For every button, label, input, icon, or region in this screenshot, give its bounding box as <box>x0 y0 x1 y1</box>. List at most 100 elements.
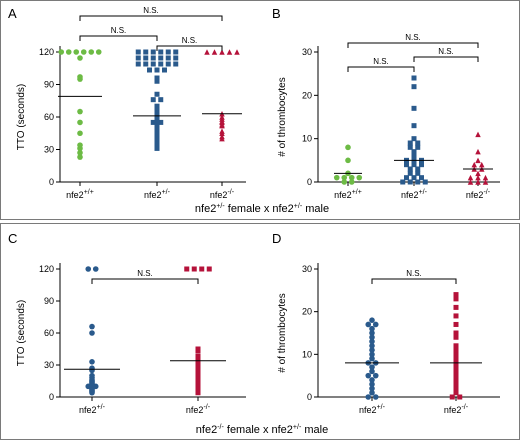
significance-label: N.S. <box>137 269 153 278</box>
y-axis-label: TTO (seconds) <box>16 300 27 367</box>
data-point <box>419 175 424 181</box>
data-point <box>411 123 417 129</box>
category-gene: nfe2 <box>66 190 84 200</box>
data-point <box>411 105 417 111</box>
y-axis-label: # of thrombocytes <box>277 77 288 156</box>
data-point <box>165 61 171 67</box>
data-point <box>482 179 489 185</box>
data-point <box>147 67 152 73</box>
data-point <box>411 84 417 90</box>
data-point <box>219 114 225 120</box>
y-tick-label: 90 <box>44 80 54 90</box>
data-point <box>85 266 92 272</box>
category-genotype: +/- <box>377 404 386 411</box>
caption-genotype: +/- <box>294 203 303 210</box>
data-point <box>89 323 95 330</box>
data-point <box>348 179 355 185</box>
panel-letter-c: C <box>8 231 17 246</box>
data-point <box>453 390 459 396</box>
data-point <box>369 368 375 375</box>
data-point <box>77 154 83 160</box>
data-point <box>372 372 379 379</box>
data-point <box>154 91 160 97</box>
y-tick-label: 30 <box>44 145 54 155</box>
data-point <box>154 67 160 73</box>
data-point <box>482 174 489 181</box>
data-point <box>369 330 375 336</box>
data-point <box>475 179 481 185</box>
data-point <box>365 394 372 400</box>
data-point <box>475 174 481 181</box>
data-point <box>204 49 210 55</box>
y-tick-label: 20 <box>302 307 312 317</box>
category-gene: nfe2 <box>401 190 419 200</box>
bottom-caption: nfe2-/- female x nfe2+/- male <box>196 424 328 436</box>
y-tick-label: 0 <box>307 177 312 187</box>
data-point <box>422 179 428 185</box>
data-point <box>345 157 351 164</box>
panel-letter-d: D <box>272 231 281 246</box>
data-point <box>150 55 156 61</box>
data-point <box>369 389 375 396</box>
data-point <box>404 162 409 168</box>
data-point <box>411 136 417 142</box>
data-point <box>345 144 351 151</box>
significance-bracket <box>91 278 199 284</box>
data-point <box>453 296 459 302</box>
data-point <box>89 359 95 365</box>
data-point <box>77 55 83 61</box>
data-point <box>173 61 179 67</box>
data-point <box>219 128 225 134</box>
data-point <box>407 179 413 185</box>
data-point <box>467 179 474 185</box>
significance-label: N.S. <box>143 6 159 15</box>
data-point <box>348 174 355 181</box>
category-gene: nfe2 <box>444 405 462 415</box>
data-point <box>333 174 340 181</box>
significance-bracket <box>371 278 457 284</box>
caption-sex: male <box>302 203 329 215</box>
significance-label: N.S. <box>111 26 127 35</box>
category-gene: nfe2 <box>144 190 162 200</box>
data-point <box>135 49 141 55</box>
data-point <box>89 372 95 379</box>
caption-sex: male <box>301 424 328 436</box>
data-point <box>158 55 164 61</box>
y-tick-label: 30 <box>302 264 312 274</box>
data-point <box>143 49 149 55</box>
x-category-label: nfe2+/- <box>79 404 106 415</box>
y-tick-label: 20 <box>302 90 312 100</box>
data-point <box>453 373 459 379</box>
data-point <box>199 266 205 272</box>
category-genotype: -/- <box>203 404 210 411</box>
panel-letter-b: B <box>272 6 281 21</box>
data-point <box>195 346 201 352</box>
data-point <box>369 325 375 332</box>
y-tick-label: 60 <box>44 112 54 122</box>
data-point <box>453 321 459 327</box>
data-point <box>415 144 421 150</box>
data-point <box>158 97 164 103</box>
data-point <box>135 61 141 67</box>
y-tick-label: 30 <box>302 47 312 57</box>
data-point <box>400 179 406 185</box>
data-point <box>453 356 459 362</box>
significance-bracket <box>347 66 415 72</box>
data-point <box>369 381 375 388</box>
data-point <box>226 49 233 55</box>
data-point <box>407 144 413 150</box>
x-category-label: nfe2-/- <box>210 189 235 200</box>
data-point <box>191 266 197 272</box>
data-point <box>341 179 348 185</box>
data-point <box>195 359 201 365</box>
significance-label: N.S. <box>405 33 421 42</box>
y-axis-label: TTO (seconds) <box>16 84 27 151</box>
category-genotype: -/- <box>483 189 490 196</box>
category-genotype: +/+ <box>84 189 94 196</box>
category-gene: nfe2 <box>186 405 204 415</box>
category-gene: nfe2 <box>359 405 377 415</box>
significance-label: N.S. <box>438 47 454 56</box>
data-point <box>407 166 413 172</box>
data-point <box>453 364 459 370</box>
